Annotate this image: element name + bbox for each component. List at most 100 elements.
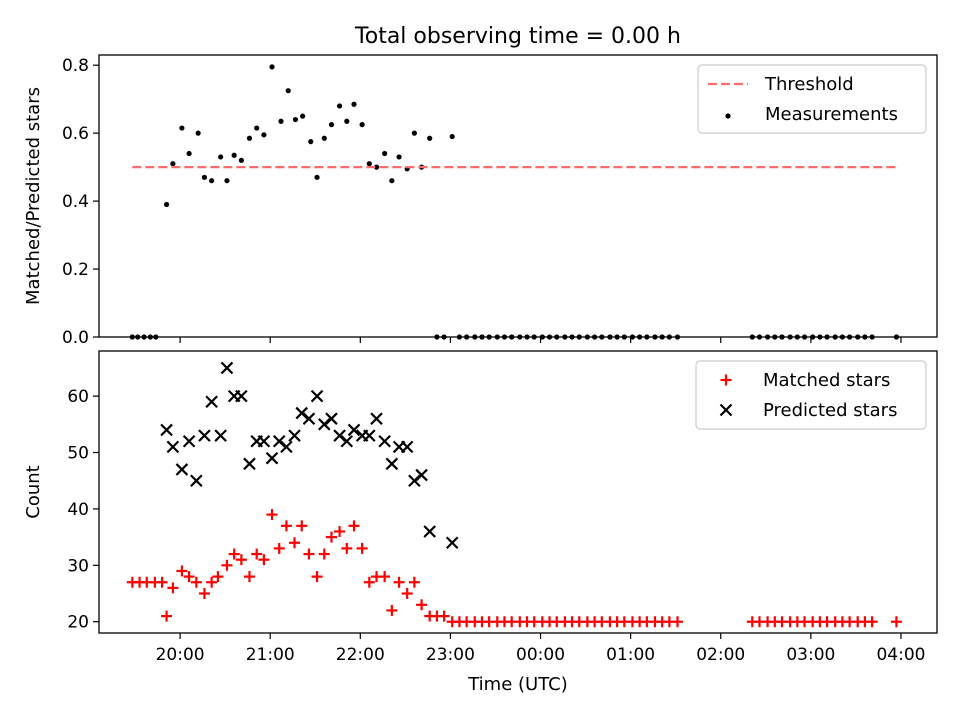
ratio-y-tick-label: 0.0	[62, 328, 89, 348]
measurement-point	[201, 174, 208, 180]
counts-y-tick-label: 60	[67, 387, 89, 407]
legend-predicted-marker	[719, 403, 733, 417]
matched-star-point	[311, 571, 323, 583]
counts-y-axis-label: Count	[23, 465, 44, 518]
matched-star-point	[401, 588, 413, 600]
measurement-point	[231, 152, 237, 158]
legend-matched-marker	[720, 374, 732, 386]
measurement-point	[427, 135, 433, 141]
measurement-point	[179, 125, 185, 131]
counts-x-ticks: 20:00 21:00 22:00 23:00 00:00 01:00 02:00 03:00…	[156, 633, 925, 665]
predicted-star-point	[182, 434, 196, 448]
matched-star-point	[408, 576, 420, 588]
matched-star-point	[167, 582, 179, 594]
measurement-point	[170, 161, 176, 167]
measurement-point	[278, 118, 284, 124]
legend-predicted-sample	[719, 403, 733, 417]
measurement-point	[321, 135, 327, 141]
ratio-plot-frame	[98, 54, 938, 338]
matched-star-point	[243, 571, 255, 583]
measurement-point	[373, 164, 380, 170]
matched-stars-points	[126, 509, 902, 628]
measurement-point	[195, 130, 201, 136]
ratio-y-ticks: 0.0 0.2 0.4 0.6 0.8	[62, 56, 99, 348]
measurement-point	[186, 150, 192, 157]
measurement-point	[224, 178, 230, 184]
measurement-point	[449, 133, 455, 140]
predicted-star-point	[265, 451, 279, 465]
matched-star-point	[280, 520, 292, 532]
x-tick-label: 03:00	[786, 645, 835, 665]
matched-star-point	[416, 599, 428, 611]
measurement-point	[336, 103, 343, 109]
counts-y-tick-label: 40	[67, 500, 89, 520]
x-tick-label: 04:00	[876, 645, 925, 665]
x-tick-label: 21:00	[246, 645, 295, 665]
measurement-point	[300, 113, 306, 119]
matched-star-point	[221, 559, 233, 571]
x-tick-label: 00:00	[516, 645, 565, 665]
predicted-star-point	[317, 418, 331, 431]
matched-star-point	[348, 520, 360, 532]
legend-threshold-label: Threshold	[764, 74, 854, 95]
measurement-point	[163, 201, 170, 208]
legend-matched-sample	[720, 374, 732, 386]
matched-star-point	[341, 542, 353, 554]
predicted-star-point	[370, 412, 383, 425]
predicted-star-point	[272, 434, 286, 448]
matched-star-point	[289, 537, 301, 549]
predicted-star-point	[340, 434, 354, 448]
matched-star-point	[890, 616, 902, 628]
matched-star-point	[228, 548, 240, 560]
matched-star-point	[334, 525, 346, 537]
counts-panel: 20 30 40 50 60 20:00 21:00 22:00 23:00 00:00 01:0…	[23, 350, 938, 695]
matched-star-point	[325, 531, 337, 543]
measurement-point	[308, 139, 314, 145]
matched-star-point	[866, 616, 878, 628]
predicted-star-point	[400, 440, 414, 454]
predicted-star-point	[423, 525, 436, 538]
legend-predicted-label: Predicted stars	[763, 400, 897, 421]
counts-legend-box	[695, 360, 927, 430]
measurement-point	[261, 132, 267, 138]
predicted-star-point	[325, 412, 338, 425]
predicted-star-point	[214, 429, 227, 442]
predicted-star-point	[363, 429, 376, 442]
measurement-point	[344, 118, 350, 124]
predicted-star-point	[333, 429, 346, 442]
ratio-y-tick-label: 0.2	[62, 260, 89, 280]
ratio-panel: 0.00.20.40.60.8 Matched/Predicted stars …	[23, 54, 938, 348]
predicted-star-point	[347, 423, 361, 437]
measurement-point	[314, 174, 320, 180]
legend-measurements-sample	[725, 113, 731, 119]
predicted-star-point	[220, 361, 234, 375]
matched-star-point	[296, 520, 308, 532]
legend-matched-label: Matched stars	[763, 370, 890, 391]
ratio-legend: Threshold Measurements	[697, 64, 927, 134]
predicted-star-point	[243, 457, 256, 471]
matched-star-point	[206, 576, 218, 588]
legend-measurements-label: Measurements	[765, 104, 898, 125]
predicted-star-point	[257, 434, 271, 448]
predicted-star-point	[166, 440, 180, 454]
matched-star-point	[273, 542, 285, 554]
matched-star-point	[183, 571, 195, 583]
x-axis-label: Time (UTC)	[467, 674, 568, 695]
measurement-point	[209, 178, 215, 184]
measurement-point	[218, 154, 224, 160]
counts-y-ticks: 20 30 40 50 60	[67, 387, 99, 633]
chart-title: Total observing time = 0.00 h	[354, 24, 681, 49]
matched-star-point	[303, 548, 315, 560]
predicted-star-point	[378, 434, 391, 448]
matched-star-point	[176, 565, 188, 577]
predicted-star-point	[415, 468, 428, 482]
predicted-star-point	[288, 429, 301, 442]
predicted-star-point	[295, 406, 309, 420]
matched-star-point	[379, 571, 391, 583]
ratio-y-axis-label: Matched/Predicted stars	[23, 87, 44, 305]
matched-star-point	[235, 554, 247, 566]
matched-star-point	[156, 576, 168, 588]
predicted-star-point	[445, 536, 459, 550]
measurement-point	[359, 122, 365, 128]
